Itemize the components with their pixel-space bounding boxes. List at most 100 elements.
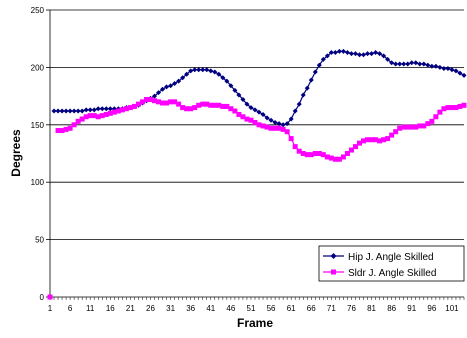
data-point [184, 106, 190, 112]
x-tick-label: 31 [166, 304, 175, 313]
data-point [340, 48, 346, 54]
data-point [284, 129, 290, 135]
x-tick-label: 26 [146, 304, 155, 313]
data-point [248, 117, 254, 123]
data-point [103, 106, 109, 112]
data-point [405, 124, 411, 130]
data-point [168, 99, 174, 105]
legend-label-hip: Hip J. Angle Skilled [348, 252, 434, 263]
data-point [91, 113, 97, 119]
data-point [164, 100, 170, 106]
data-point [324, 53, 330, 59]
series-sldr [47, 97, 467, 300]
data-point [316, 151, 322, 156]
x-tick-label: 36 [186, 304, 195, 313]
data-point [184, 71, 190, 77]
x-tick-label: 11 [86, 304, 95, 313]
data-point [280, 122, 286, 128]
data-point [232, 87, 238, 93]
data-point [344, 151, 350, 156]
data-point [83, 114, 89, 120]
data-point [409, 60, 415, 66]
data-point [369, 51, 375, 57]
data-point [176, 101, 182, 107]
data-point [272, 120, 278, 126]
data-point [268, 117, 274, 123]
data-point [260, 123, 266, 129]
data-point [332, 49, 338, 55]
data-point [373, 49, 379, 55]
y-tick-label: 150 [31, 121, 45, 130]
data-point [365, 51, 371, 57]
data-point [196, 67, 202, 73]
x-tick-label: 71 [327, 304, 336, 313]
data-point [168, 83, 174, 89]
data-point [143, 97, 149, 103]
y-tick-label: 200 [31, 63, 45, 72]
data-point [401, 61, 407, 67]
data-point [437, 64, 443, 70]
x-tick-label: 16 [106, 304, 115, 313]
data-point [356, 52, 362, 58]
data-point [332, 156, 338, 162]
legend-box [318, 245, 465, 282]
x-tick-label: 76 [347, 304, 356, 313]
data-point [365, 137, 371, 143]
data-point [457, 103, 463, 109]
data-point [413, 124, 419, 130]
data-point [236, 111, 242, 117]
legend-label-sldr: Sldr J. Angle Skilled [348, 268, 436, 279]
data-point [348, 51, 354, 57]
data-point [75, 108, 81, 114]
data-point [83, 107, 89, 113]
data-point [320, 56, 326, 62]
x-tick-label: 6 [68, 304, 73, 313]
series-hip [51, 48, 467, 128]
data-point [288, 136, 294, 142]
data-point [232, 108, 238, 114]
x-tick-label: 81 [367, 304, 376, 313]
data-point [47, 294, 53, 300]
data-point [87, 113, 93, 119]
data-point [441, 106, 447, 112]
data-point [296, 101, 302, 107]
data-point [107, 110, 113, 116]
data-point [377, 138, 383, 144]
data-point [413, 60, 419, 66]
data-point [248, 105, 254, 111]
data-point [71, 122, 77, 128]
data-point [340, 154, 346, 160]
data-point [220, 75, 226, 81]
data-point [441, 66, 447, 72]
data-point [336, 48, 342, 54]
data-point [208, 102, 214, 108]
data-point [300, 151, 306, 156]
data-point [63, 108, 69, 114]
data-point [381, 137, 387, 143]
x-tick-label: 86 [387, 304, 396, 313]
data-point [99, 113, 105, 119]
data-point [244, 116, 250, 122]
data-point [348, 147, 354, 153]
data-point [204, 67, 210, 73]
data-point [79, 116, 85, 122]
data-point [160, 100, 166, 106]
data-point [389, 60, 395, 66]
data-point [461, 102, 467, 108]
data-point [59, 108, 65, 114]
data-point [55, 108, 61, 114]
data-point [264, 115, 270, 121]
data-point [312, 69, 318, 75]
data-point [224, 103, 230, 109]
data-point [300, 92, 306, 98]
y-tick-label: 50 [35, 236, 44, 245]
data-point [276, 125, 282, 131]
data-point [139, 99, 145, 105]
x-tick-label: 41 [206, 304, 215, 313]
data-point [421, 123, 427, 129]
data-point [115, 108, 121, 114]
data-point [135, 101, 141, 107]
data-point [71, 108, 77, 114]
